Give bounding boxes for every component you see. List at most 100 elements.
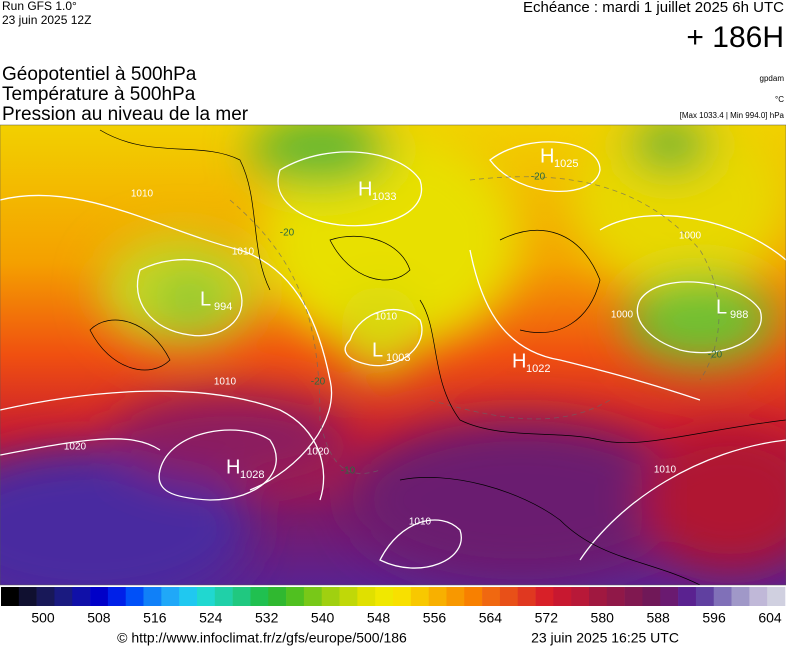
- run-date: 23 juin 2025 12Z: [2, 13, 91, 27]
- temperature-label: -10: [341, 466, 356, 477]
- colorbar-swatch: [286, 587, 305, 606]
- colorbar-tick-label: 588: [646, 610, 670, 626]
- colorbar-swatch: [589, 587, 608, 606]
- colorbar-swatch: [54, 587, 73, 606]
- colorbar-swatch: [642, 587, 661, 606]
- center-type: H: [358, 178, 372, 200]
- layer-title: Pression au niveau de la mer: [2, 104, 249, 125]
- colorbar-swatch: [517, 587, 536, 606]
- colorbar-swatch: [339, 587, 358, 606]
- colorbar-swatch: [90, 587, 109, 606]
- unit: °C: [775, 95, 784, 104]
- temperature-label: -20: [280, 228, 295, 239]
- colorbar: 500 508 516 524 532 540 548 556 564 572 580 588 596 6…: [1, 587, 786, 626]
- center-type: L: [716, 296, 727, 318]
- colorbar-swatch: [214, 587, 233, 606]
- colorbar-tick-label: 556: [423, 610, 447, 626]
- isobar-label: 1010: [375, 312, 398, 323]
- temperature-field: [0, 125, 786, 585]
- colorbar-swatch: [571, 587, 590, 606]
- colorbar-swatch: [499, 587, 519, 606]
- isobar-label: 1000: [611, 310, 634, 321]
- colorbar-swatch: [72, 587, 91, 606]
- colorbar-swatch: [357, 587, 376, 606]
- temperature-label: -20: [531, 172, 546, 183]
- isobar-label: 1010: [131, 189, 154, 200]
- colorbar-swatch: [250, 587, 269, 606]
- isobar-label: 1010: [232, 247, 255, 258]
- colorbar-swatch: [1, 587, 20, 606]
- colorbar-swatch: [18, 587, 37, 606]
- colorbar-swatch: [767, 587, 786, 606]
- colorbar-swatch: [375, 587, 394, 606]
- center-pressure: 994: [214, 301, 232, 313]
- colorbar-swatch: [393, 587, 412, 606]
- colorbar-swatch: [143, 587, 162, 606]
- unit: [Max 1033.4 | Min 994.0] hPa: [680, 111, 785, 120]
- colorbar-swatch: [678, 587, 697, 606]
- center-pressure: 1025: [554, 158, 578, 170]
- isobar-label: 1020: [307, 447, 330, 458]
- center-pressure: 1033: [372, 191, 396, 203]
- colorbar-swatch: [268, 587, 287, 606]
- colorbar-tick-label: 532: [255, 610, 279, 626]
- temperature-label: -20: [311, 377, 326, 388]
- colorbar-tick-label: 596: [702, 610, 726, 626]
- lead-time: + 186H: [686, 21, 784, 54]
- center-type: L: [372, 339, 383, 361]
- colorbar-swatch: [125, 587, 144, 606]
- colorbar-swatch: [553, 587, 572, 606]
- coastlines: [89, 129, 786, 585]
- center-pressure: 988: [730, 309, 748, 321]
- generated-time: 23 juin 2025 16:25 UTC: [531, 630, 679, 646]
- center-type: L: [200, 288, 211, 310]
- center-pressure: 1028: [240, 469, 264, 481]
- colorbar-swatch: [731, 587, 750, 606]
- colorbar-tick-label: 516: [143, 610, 167, 626]
- colorbar-swatch: [749, 587, 768, 606]
- center-type: H: [512, 350, 526, 372]
- colorbar-swatch: [107, 587, 127, 606]
- center-pressure: 1003: [386, 352, 410, 364]
- center-type: H: [226, 456, 240, 478]
- colorbar-swatch: [36, 587, 55, 606]
- colorbar-swatch: [232, 587, 251, 606]
- colorbar-swatch: [410, 587, 429, 606]
- colorbar-tick-label: 540: [311, 610, 335, 626]
- isobar-label: 1000: [679, 231, 702, 242]
- colorbar-tick-label: 580: [591, 610, 615, 626]
- colorbar-swatch: [179, 587, 198, 606]
- isobars: [0, 141, 786, 569]
- colorbar-swatch: [624, 587, 643, 606]
- center-pressure: 1022: [526, 363, 550, 375]
- layer-title: Température à 500hPa: [2, 84, 196, 105]
- isobar-label: 1010: [409, 517, 432, 528]
- isobar-label: 1010: [654, 465, 677, 476]
- map-frame: [0, 124, 786, 586]
- colorbar-swatch: [321, 587, 340, 606]
- colorbar-tick-label: 500: [31, 610, 55, 626]
- colorbar-swatch: [446, 587, 465, 606]
- isobar-label: 1020: [64, 442, 87, 453]
- colorbar-swatch: [482, 587, 501, 606]
- center-type: H: [540, 145, 554, 167]
- valid-time: Echéance : mardi 1 juillet 2025 6h UTC: [523, 0, 784, 16]
- colorbar-tick-label: 508: [87, 610, 111, 626]
- colorbar-swatch: [161, 587, 180, 606]
- colorbar-swatch: [197, 587, 216, 606]
- colorbar-swatch: [464, 587, 483, 606]
- colorbar-swatch: [695, 587, 715, 606]
- isobar-label: 1010: [214, 377, 237, 388]
- colorbar-tick-label: 604: [758, 610, 782, 626]
- colorbar-tick-label: 524: [199, 610, 223, 626]
- colorbar-swatch: [428, 587, 447, 606]
- colorbar-swatch: [303, 587, 323, 606]
- isotherms: [229, 176, 720, 474]
- colorbar-tick-label: 548: [367, 610, 391, 626]
- colorbar-swatch: [606, 587, 625, 606]
- layer-title: Géopotentiel à 500hPa: [2, 64, 197, 85]
